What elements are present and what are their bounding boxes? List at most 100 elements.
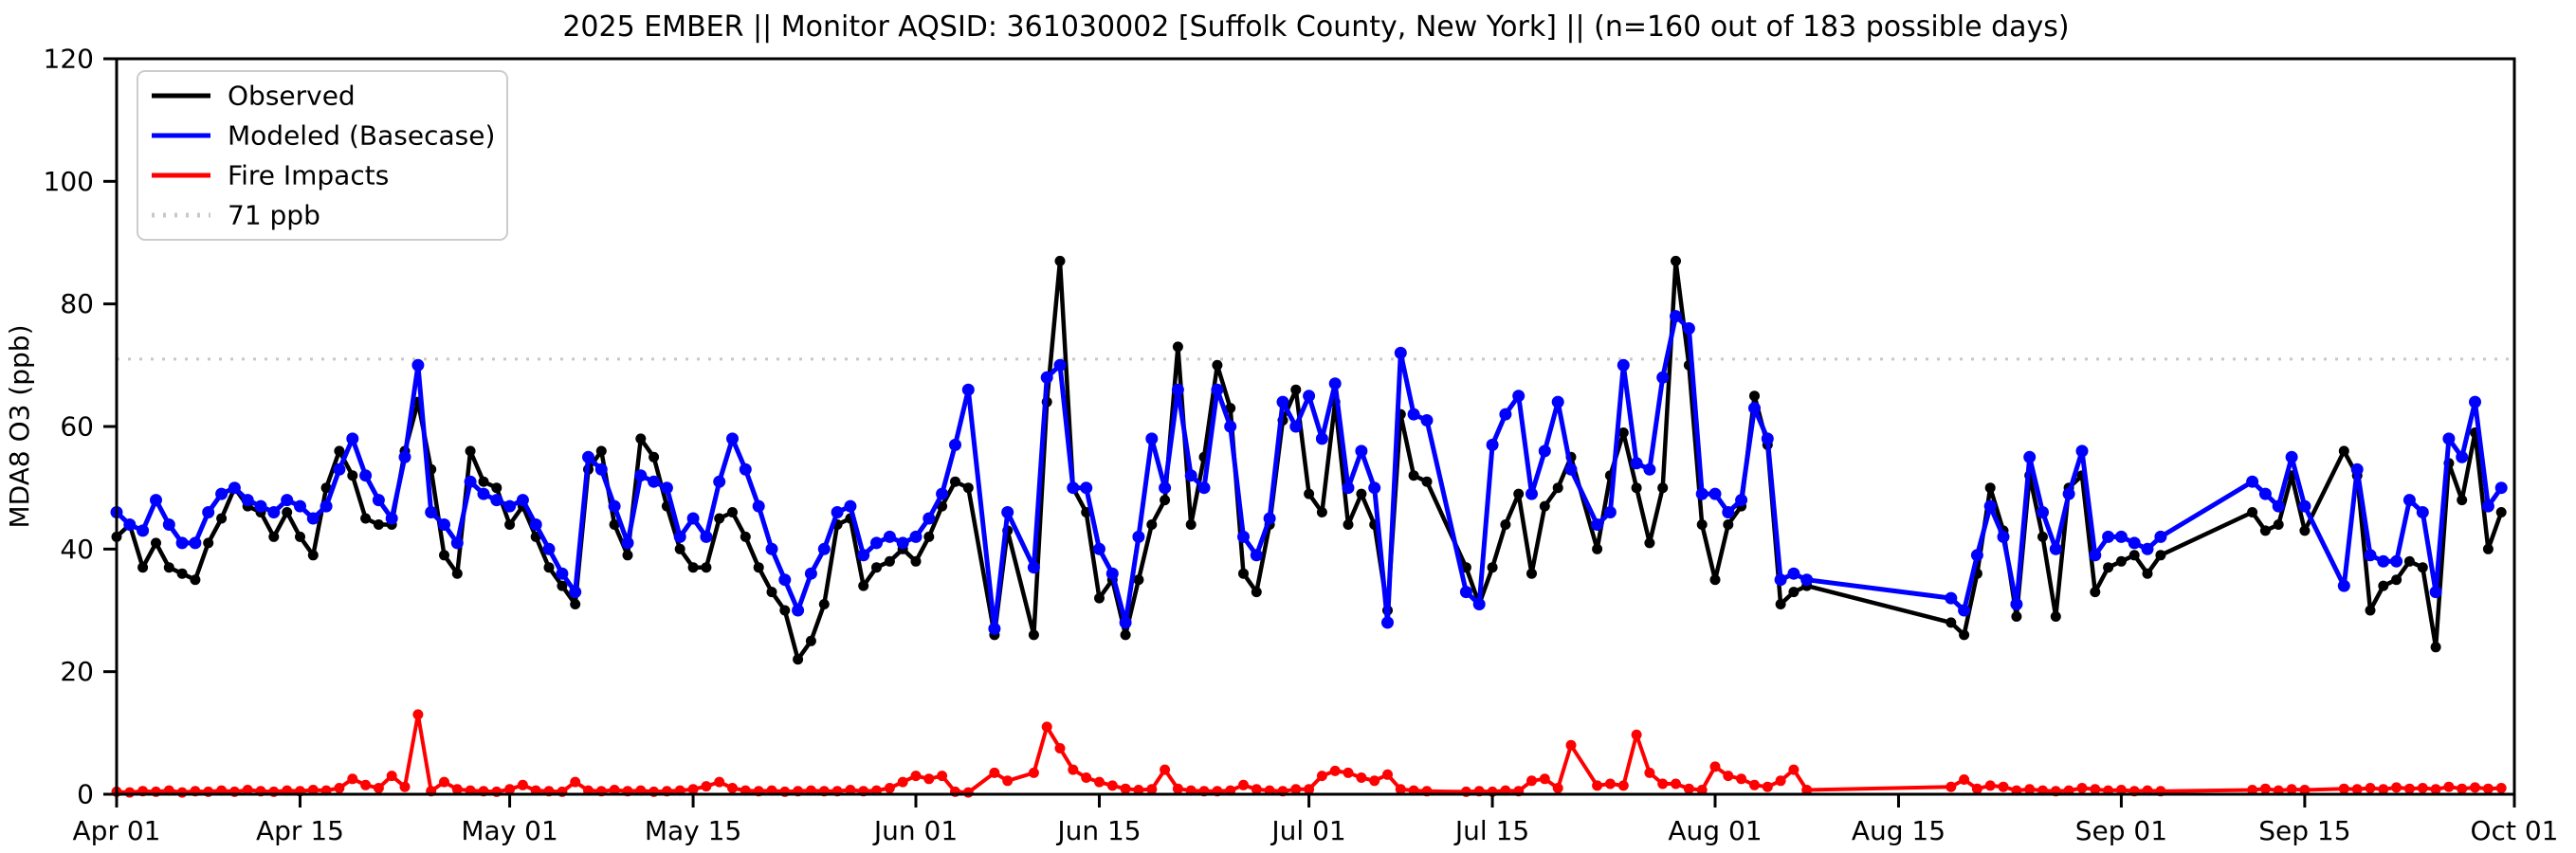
data-point: [2365, 605, 2376, 616]
data-point: [176, 568, 188, 579]
data-point: [1564, 463, 1578, 476]
data-point: [334, 445, 345, 457]
data-point: [804, 567, 817, 580]
data-point: [1552, 783, 1563, 793]
data-point: [569, 586, 582, 599]
data-point: [151, 537, 161, 549]
data-point: [1722, 506, 1735, 518]
data-point: [1105, 567, 1119, 580]
data-point: [1080, 481, 1093, 495]
x-tick-label: Jul 15: [1453, 815, 1529, 846]
data-point: [1526, 487, 1538, 500]
y-tick-label: 120: [44, 44, 94, 75]
data-point: [2010, 598, 2023, 610]
data-point: [385, 512, 398, 525]
data-point: [1381, 616, 1394, 629]
data-point: [1211, 383, 1224, 396]
data-point: [1212, 359, 1223, 371]
data-point: [2430, 642, 2441, 653]
data-point: [1736, 773, 1747, 785]
data-point: [1723, 519, 1734, 530]
data-point: [1303, 390, 1316, 403]
data-point: [189, 536, 202, 550]
legend-box: [137, 70, 508, 241]
data-point: [1342, 481, 1355, 495]
data-point: [1172, 783, 1183, 794]
data-point: [1696, 519, 1708, 530]
data-point: [2024, 784, 2036, 795]
data-point: [686, 512, 700, 525]
data-point: [529, 518, 542, 531]
data-point: [1184, 469, 1197, 482]
x-tick-label: Apr 15: [256, 815, 344, 846]
data-point: [1251, 587, 1262, 598]
data-point: [1356, 488, 1367, 499]
y-tick-label: 0: [77, 779, 94, 810]
data-point: [1146, 784, 1158, 795]
data-point: [190, 574, 201, 586]
data-point: [701, 781, 712, 792]
data-point: [949, 438, 961, 451]
data-point: [477, 487, 490, 500]
data-point: [163, 562, 174, 573]
data-point: [1788, 764, 1800, 775]
data-point: [202, 506, 215, 518]
data-point: [2273, 519, 2284, 530]
data-point: [1630, 457, 1643, 470]
data-point: [2259, 783, 2271, 794]
data-point: [542, 542, 556, 555]
data-point: [320, 482, 332, 494]
data-point: [2050, 611, 2061, 622]
data-point: [753, 562, 764, 573]
data-point: [2442, 432, 2456, 445]
data-point: [1028, 629, 1039, 641]
data-point: [621, 536, 634, 550]
data-point: [2495, 783, 2507, 793]
data-point: [714, 776, 725, 788]
data-point: [1421, 476, 1433, 487]
data-point: [2155, 550, 2166, 561]
data-point: [1146, 519, 1158, 530]
data-point: [465, 445, 476, 457]
data-point: [1120, 629, 1131, 641]
y-tick-label: 40: [60, 534, 94, 565]
data-point: [2049, 542, 2062, 555]
data-point: [1355, 445, 1368, 458]
data-point: [503, 499, 517, 513]
data-point: [1408, 470, 1419, 481]
data-point: [660, 481, 673, 495]
data-point: [1290, 384, 1302, 395]
data-point: [910, 555, 922, 567]
data-point: [1304, 784, 1315, 795]
data-point: [2481, 499, 2494, 513]
data-point: [372, 494, 385, 507]
data-point: [2115, 785, 2127, 795]
data-point: [557, 580, 568, 591]
data-point: [2351, 784, 2363, 795]
x-tick-label: Jun 01: [872, 815, 958, 846]
data-point: [2469, 395, 2481, 408]
data-point: [649, 451, 660, 463]
data-point: [1160, 764, 1171, 775]
data-point: [1081, 772, 1092, 783]
data-point: [1238, 779, 1249, 790]
data-point: [1959, 629, 1970, 641]
data-point: [2286, 784, 2297, 795]
data-point: [858, 580, 869, 591]
data-point: [1643, 463, 1656, 476]
y-tick-label: 100: [44, 166, 94, 197]
data-point: [845, 785, 856, 795]
data-point: [2390, 554, 2403, 568]
data-point: [1762, 781, 1773, 792]
data-point: [2495, 507, 2507, 517]
data-point: [1603, 506, 1617, 518]
data-point: [2470, 782, 2480, 793]
data-point: [792, 604, 805, 617]
data-point: [2494, 481, 2508, 495]
data-point: [2416, 506, 2429, 518]
data-point: [2090, 587, 2101, 598]
data-point: [2023, 450, 2037, 463]
data-point: [1343, 767, 1354, 778]
data-point: [2272, 499, 2285, 513]
data-point: [2103, 562, 2114, 573]
